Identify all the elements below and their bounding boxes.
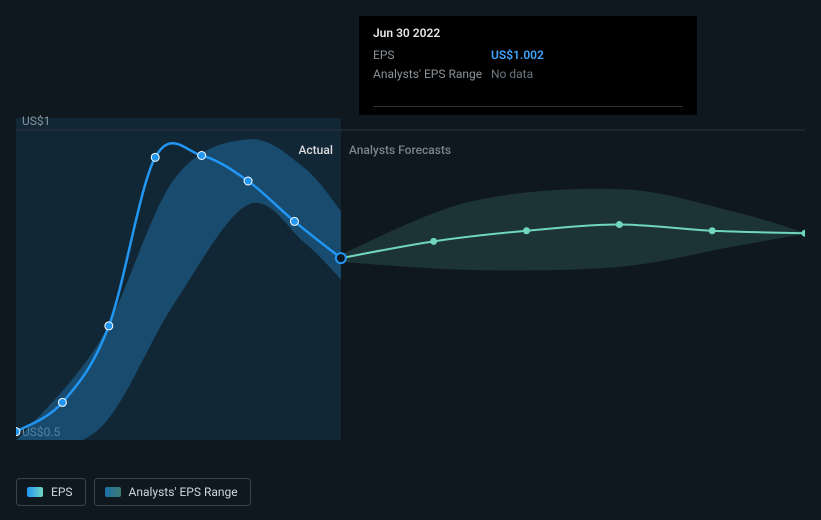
tooltip-value: No data bbox=[491, 65, 533, 84]
tooltip-row: Analysts' EPS RangeNo data bbox=[373, 65, 683, 84]
point-marker bbox=[290, 217, 298, 225]
point-marker bbox=[105, 322, 113, 330]
point-marker bbox=[151, 153, 159, 161]
tooltip-key: Analysts' EPS Range bbox=[373, 65, 491, 84]
legend: EPS Analysts' EPS Range bbox=[16, 478, 251, 506]
point-marker bbox=[430, 238, 437, 245]
tooltip-title: Jun 30 2022 bbox=[373, 26, 683, 40]
point-marker bbox=[616, 221, 623, 228]
y-axis-label: US$1 bbox=[22, 114, 50, 128]
tooltip-value: US$1.002 bbox=[491, 46, 544, 65]
tooltip-rows: EPSUS$1.002Analysts' EPS RangeNo data bbox=[373, 46, 683, 84]
forecast-label: Analysts Forecasts bbox=[349, 143, 451, 157]
legend-label: Analysts' EPS Range bbox=[129, 485, 238, 499]
legend-item-eps[interactable]: EPS bbox=[16, 478, 86, 506]
tooltip: Jun 30 2022 EPSUS$1.002Analysts' EPS Ran… bbox=[359, 16, 697, 115]
range-band bbox=[341, 189, 805, 271]
point-marker bbox=[58, 398, 66, 406]
legend-item-range[interactable]: Analysts' EPS Range bbox=[94, 478, 251, 506]
point-marker bbox=[16, 428, 20, 436]
tooltip-divider bbox=[373, 106, 683, 107]
legend-swatch bbox=[27, 487, 43, 497]
point-marker bbox=[244, 177, 252, 185]
tooltip-key: EPS bbox=[373, 46, 491, 65]
tooltip-row: EPSUS$1.002 bbox=[373, 46, 683, 65]
point-marker bbox=[709, 227, 716, 234]
point-marker bbox=[523, 227, 530, 234]
point-marker bbox=[802, 230, 806, 237]
point-marker bbox=[198, 152, 206, 160]
legend-label: EPS bbox=[51, 485, 73, 499]
actual-label: Actual bbox=[298, 143, 332, 157]
legend-swatch bbox=[105, 487, 121, 497]
